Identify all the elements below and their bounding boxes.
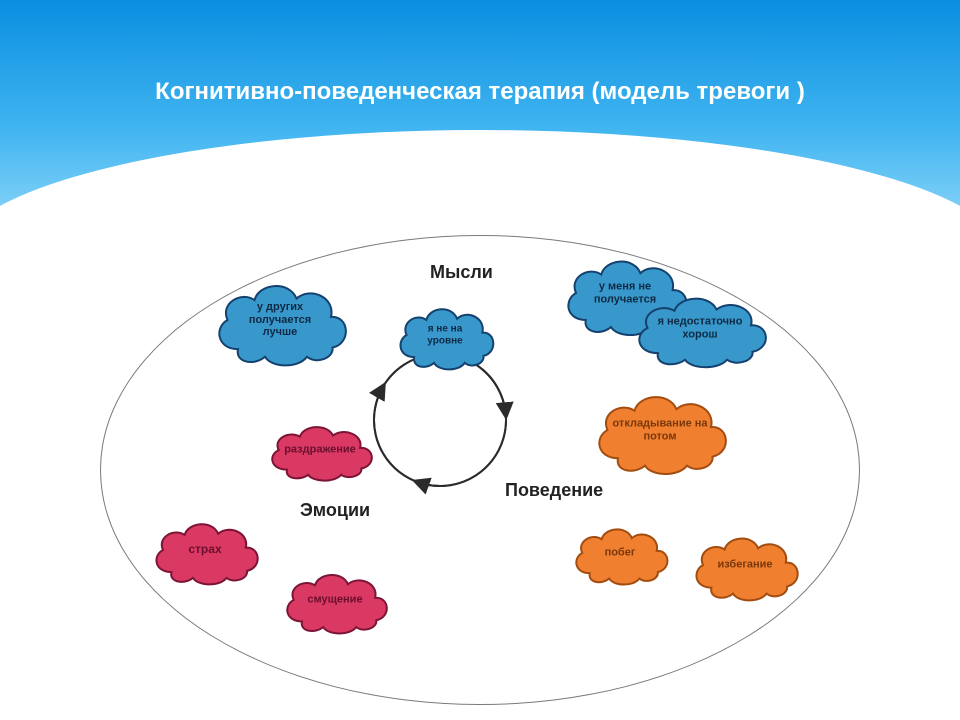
cloud-behavior-avoid: избегание bbox=[745, 565, 746, 566]
cloud-text: я недостаточно хорош bbox=[631, 315, 769, 340]
cloud-text: раздражение bbox=[266, 444, 375, 457]
cloud-behavior-escape: побег bbox=[620, 553, 621, 554]
cloud-text: страх bbox=[150, 543, 260, 557]
cloud-text: откладывание на потом bbox=[591, 417, 729, 442]
cloud-text: избегание bbox=[690, 559, 800, 572]
cloud-text: я не на уровне bbox=[394, 324, 495, 347]
cloud-text: побег bbox=[570, 547, 669, 560]
cloud-emotion-irritation: раздражение bbox=[320, 450, 321, 451]
cloud-emotion-fear: страх bbox=[205, 550, 206, 551]
cloud-thought-not-good: я недостаточно хорош bbox=[700, 328, 701, 329]
label-thoughts: Мысли bbox=[430, 262, 493, 283]
cloud-text: смущение bbox=[281, 594, 390, 607]
cloud-emotion-embarrass: смущение bbox=[335, 600, 336, 601]
page-title: Когнитивно-поведенческая терапия (модель… bbox=[0, 78, 960, 106]
cloud-thought-not-level: я не на уровне bbox=[445, 335, 446, 336]
cloud-behavior-procrastinate: откладывание на потом bbox=[660, 430, 661, 431]
cloud-text: у других получается лучше bbox=[211, 301, 349, 339]
cloud-thought-others-better: у других получается лучше bbox=[280, 320, 281, 321]
